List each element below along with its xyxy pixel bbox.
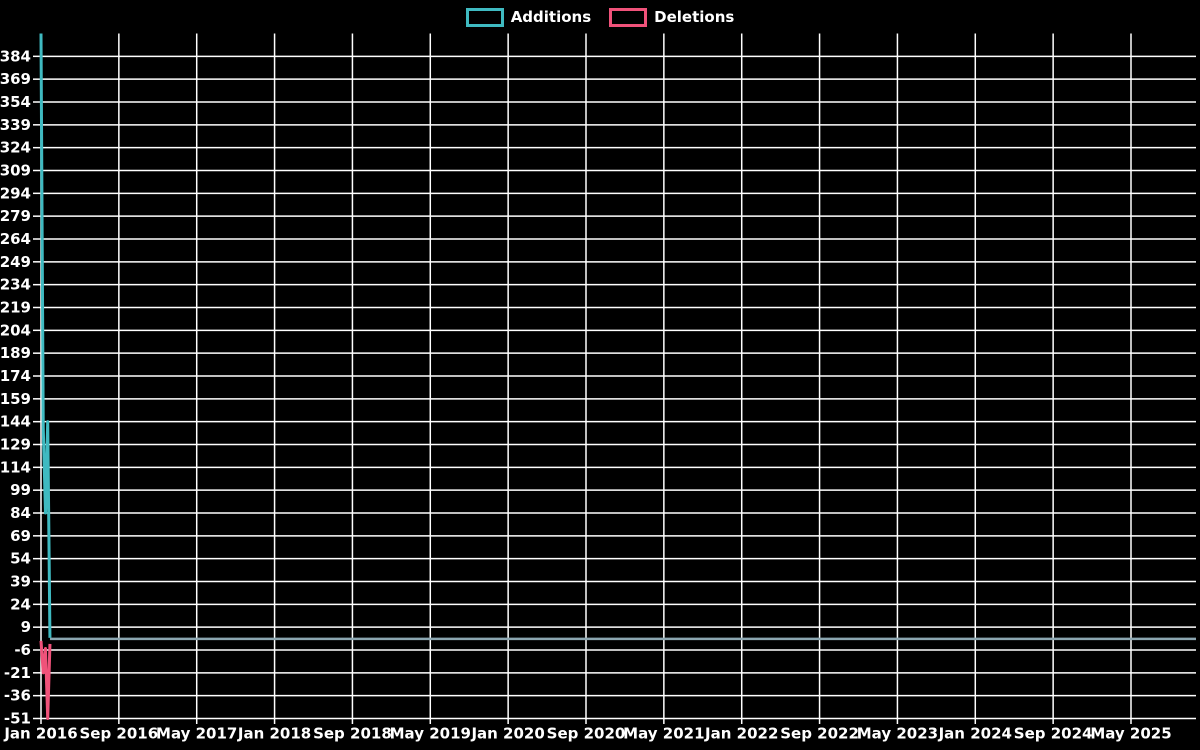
y-axis-tick-label: 234 [0,276,31,294]
y-axis-tick-label: 129 [0,436,31,454]
deletions-legend-label: Deletions [654,8,735,26]
y-axis-tick-label: 84 [10,504,31,522]
y-axis-tick-label: 114 [0,458,31,476]
y-axis-tick-label: 204 [0,321,31,339]
x-axis-tick-label: Jan 2024 [938,725,1012,743]
x-axis-tick-label: May 2021 [623,725,704,743]
y-axis-tick-label: -51 [4,710,31,728]
y-axis-tick-label: 264 [0,230,31,248]
y-axis-tick-label: 144 [0,413,31,431]
chart-legend: Additions Deletions [0,7,1200,27]
y-axis-tick-label: 99 [10,481,31,499]
x-axis-tick-label: Sep 2020 [547,725,626,743]
y-axis-tick-label: 279 [0,207,31,225]
legend-item-additions[interactable]: Additions [465,7,592,27]
x-axis-tick-label: Jan 2022 [704,725,778,743]
y-axis-tick-label: 384 [0,47,31,65]
additions-series-line [39,33,52,638]
y-axis-tick-label: 309 [0,162,31,180]
y-axis-tick-label: -36 [4,687,31,705]
x-axis-tick-label: Jan 2016 [3,725,77,743]
x-axis-tick-label: Sep 2024 [1014,725,1093,743]
y-axis-tick-label: 354 [0,93,31,111]
y-axis-tick-label: 69 [10,527,31,545]
x-axis-tick-label: May 2023 [857,725,938,743]
y-axis-tick-label: 39 [10,573,31,591]
y-axis-tick-label: -6 [14,641,31,659]
y-axis-tick-label: 219 [0,299,31,317]
x-axis-tick-label: May 2025 [1090,725,1171,743]
y-axis-tick-label: 24 [10,595,31,613]
x-axis-tick-label: Sep 2016 [80,725,159,743]
x-axis-tick-label: Sep 2022 [780,725,859,743]
legend-item-deletions[interactable]: Deletions [609,7,734,27]
deletions-legend-swatch [609,7,648,27]
additions-legend-swatch [465,7,504,27]
x-axis-tick-label: May 2019 [390,725,471,743]
y-axis-tick-label: 159 [0,390,31,408]
deletions-series-line [39,640,52,720]
y-axis-tick-label: 54 [10,550,31,568]
y-axis-tick-label: 369 [0,70,31,88]
x-axis-tick-label: Sep 2018 [313,725,392,743]
additions-legend-label: Additions [510,8,592,26]
x-axis-tick-label: Jan 2018 [237,725,311,743]
y-axis-tick-label: 189 [0,344,31,362]
y-axis-tick-label: 174 [0,367,31,385]
y-axis-tick-label: 339 [0,116,31,134]
y-axis-tick-label: 294 [0,184,31,202]
y-axis-tick-label: 324 [0,139,31,157]
y-axis-tick-label: 9 [21,618,31,636]
x-axis-tick-label: Jan 2020 [470,725,544,743]
x-axis-tick-label: May 2017 [156,725,237,743]
y-axis-tick-label: -21 [4,664,31,682]
y-axis-tick-label: 249 [0,253,31,271]
